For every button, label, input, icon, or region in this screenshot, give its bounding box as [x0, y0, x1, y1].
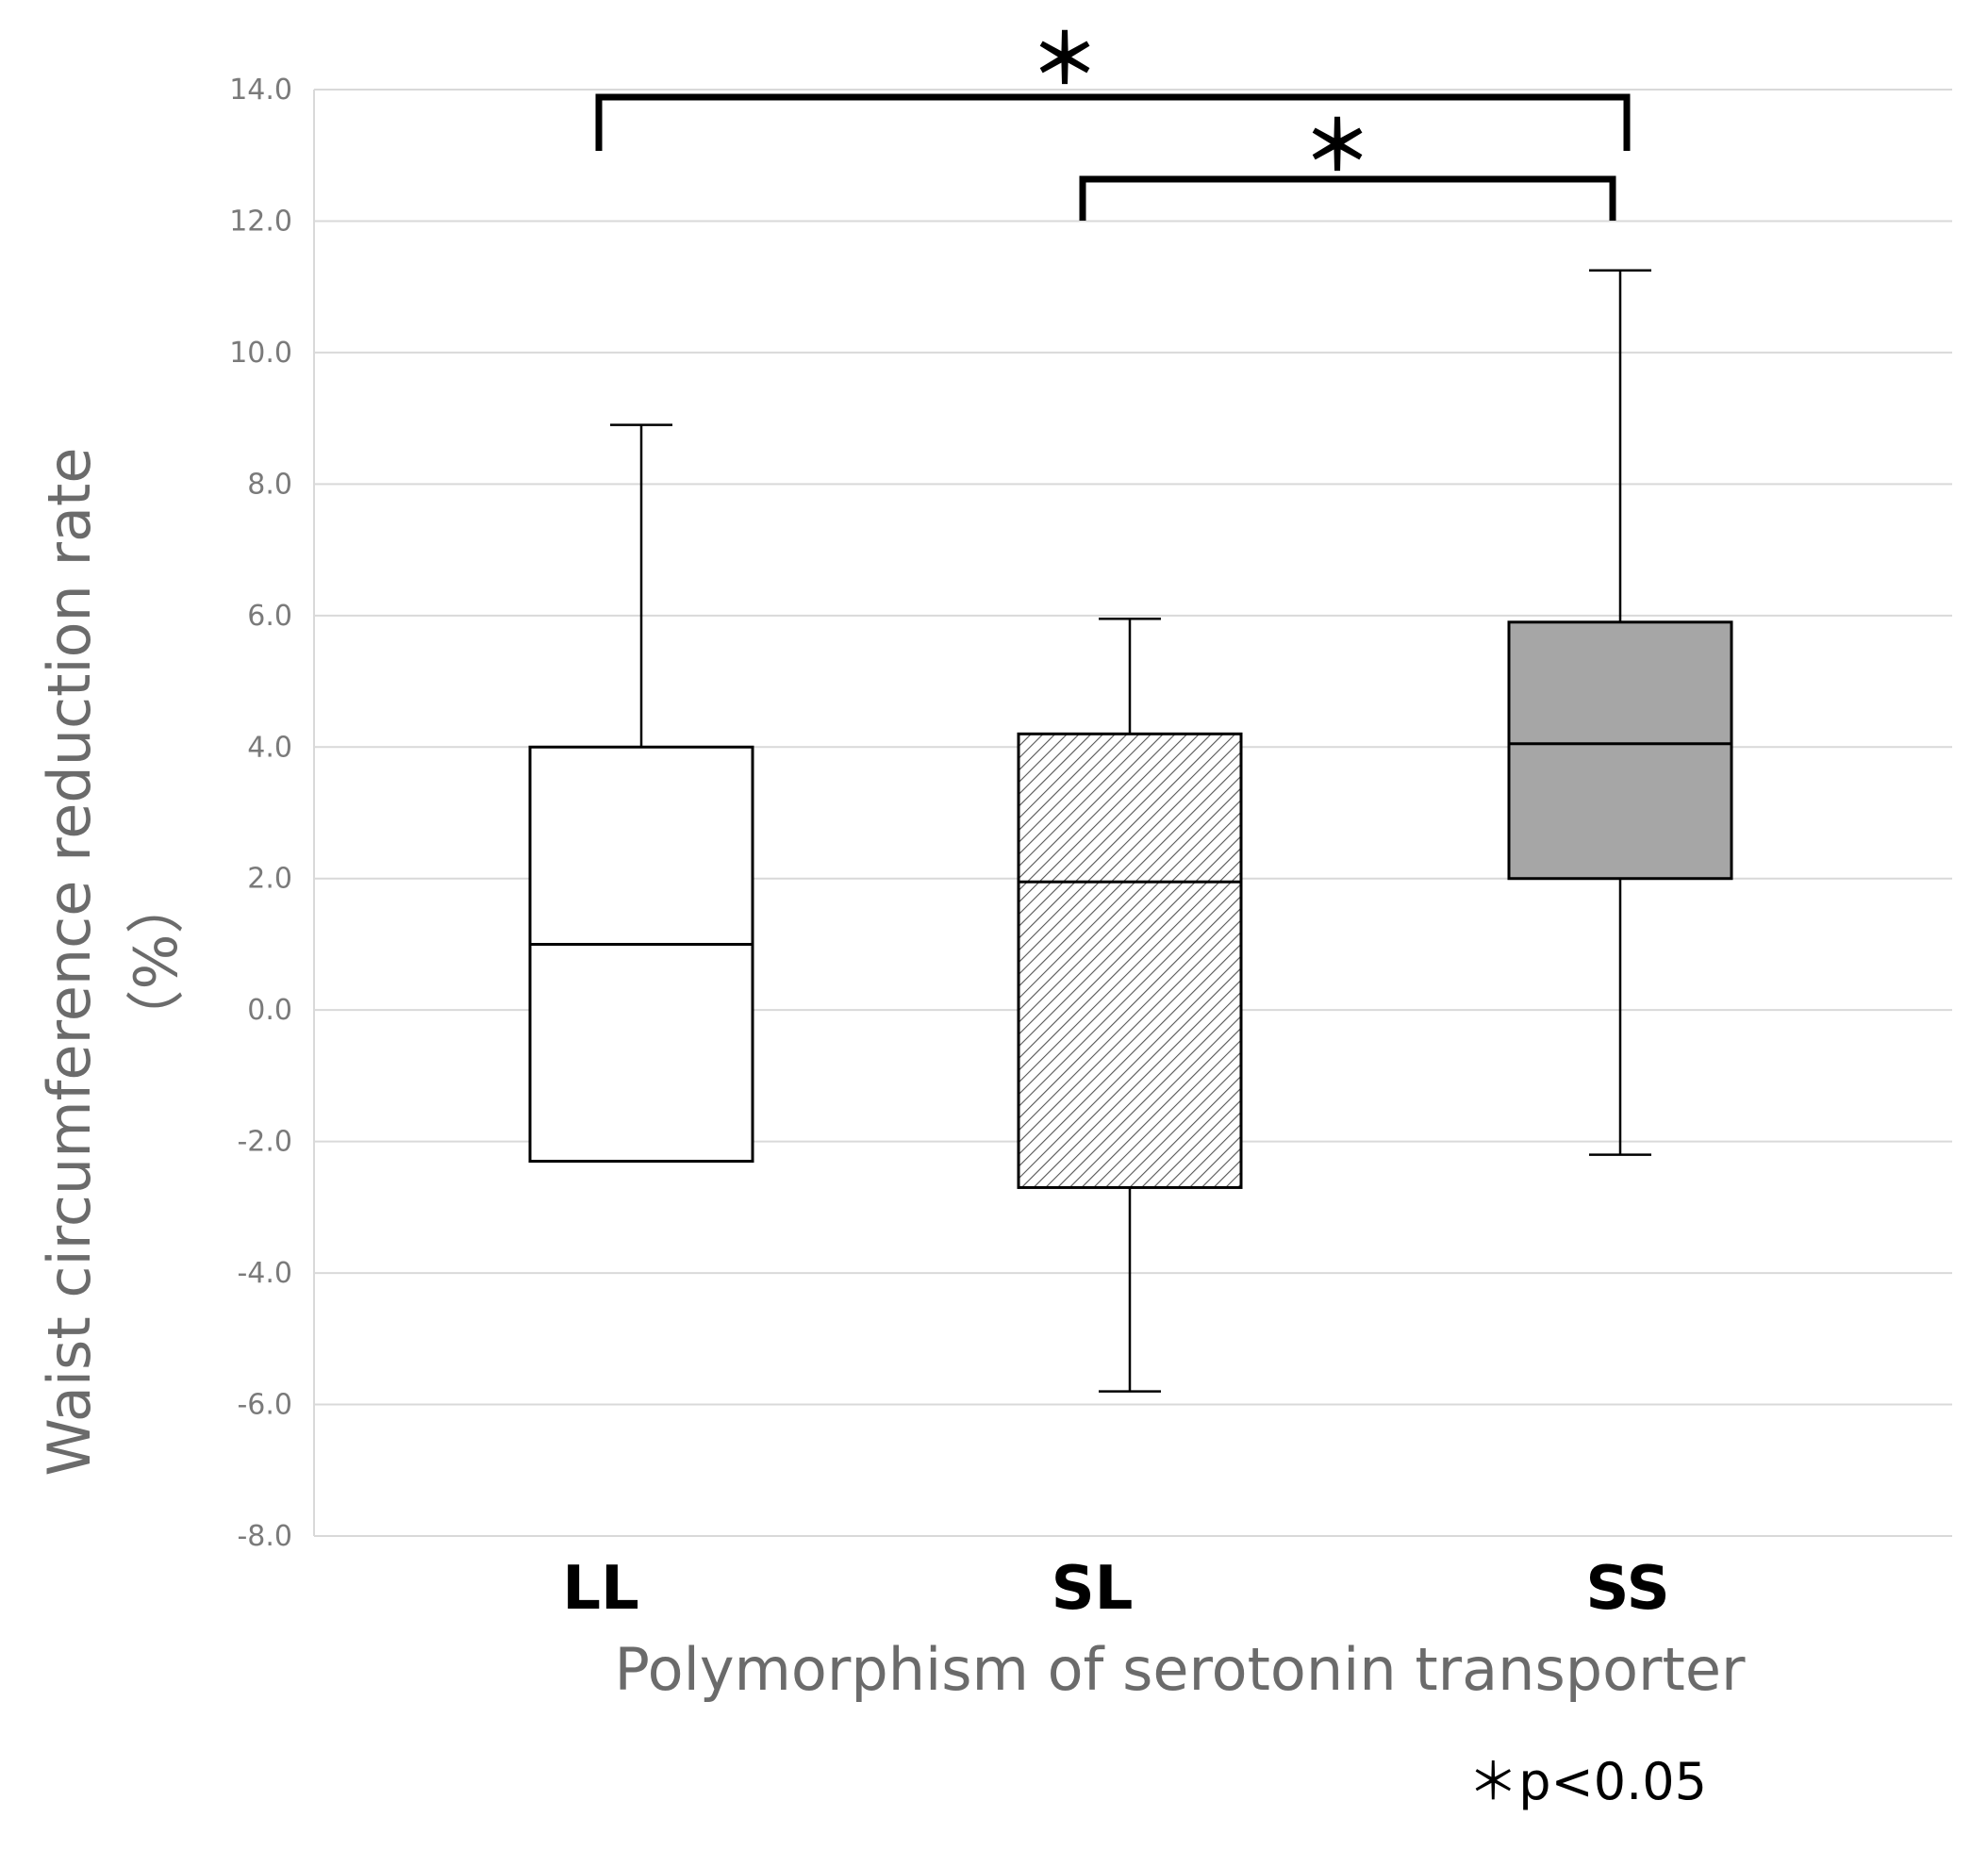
x-category-label: SL — [1052, 1554, 1134, 1624]
y-tick-label: 4.0 — [247, 731, 292, 764]
significance-star: ＊ — [1303, 107, 1371, 186]
y-tick-label: -6.0 — [237, 1389, 292, 1422]
y-axis-label-line2: （%） — [122, 876, 191, 1049]
bracket-ll-ss: ＊ — [595, 20, 1631, 151]
significance-note: ＊p<0.05 — [1467, 1752, 1707, 1811]
y-tick-label: 0.0 — [247, 994, 292, 1027]
y-tick-label: 12.0 — [229, 205, 292, 238]
x-category-labels: LL SL SS — [562, 1554, 1669, 1624]
x-category-label: SS — [1585, 1554, 1669, 1624]
box-sl — [1017, 618, 1243, 1393]
bracket-sl-ss: ＊ — [1079, 107, 1616, 221]
significance-star: ＊ — [1031, 20, 1099, 99]
y-tick-label: 6.0 — [247, 600, 292, 633]
y-tick-label: 2.0 — [247, 863, 292, 896]
y-tick-labels: -8.0 -6.0 -4.0 -2.0 0.0 2.0 4.0 6.0 8.0 10.0 12.0 1… — [229, 74, 292, 1553]
y-tick-label: -2.0 — [237, 1126, 292, 1159]
y-axis-label: Waist circumference reduction rate （%） — [35, 448, 191, 1477]
x-category-label: LL — [562, 1554, 639, 1624]
iqr-box — [1017, 732, 1243, 1189]
box-ll — [528, 423, 754, 1164]
boxes — [528, 269, 1733, 1393]
iqr-box — [528, 745, 754, 1164]
x-axis-label: Polymorphism of serotonin transporter — [615, 1635, 1746, 1704]
y-tick-label: 10.0 — [229, 337, 292, 370]
y-tick-label: 8.0 — [247, 468, 292, 501]
y-axis-label-line1: Waist circumference reduction rate — [35, 448, 104, 1477]
box-ss — [1507, 269, 1733, 1156]
bracket-line — [595, 93, 1631, 151]
y-tick-label: 14.0 — [229, 74, 292, 107]
y-tick-label: -8.0 — [237, 1520, 292, 1553]
bracket-line — [1079, 175, 1616, 221]
iqr-box — [1507, 620, 1733, 881]
y-tick-label: -4.0 — [237, 1257, 292, 1290]
significance-brackets: ＊＊ — [595, 20, 1631, 221]
